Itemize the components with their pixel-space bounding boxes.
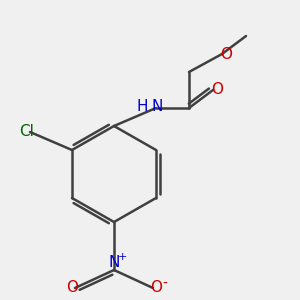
Text: O: O bbox=[212, 82, 224, 98]
Text: -: - bbox=[162, 277, 167, 290]
Text: N: N bbox=[152, 99, 163, 114]
Text: O: O bbox=[220, 46, 232, 62]
Text: O: O bbox=[150, 280, 162, 296]
Text: N: N bbox=[108, 255, 120, 270]
Text: +: + bbox=[118, 252, 127, 262]
Text: O: O bbox=[66, 280, 78, 296]
Text: H: H bbox=[137, 99, 148, 114]
Text: Cl: Cl bbox=[20, 124, 34, 140]
